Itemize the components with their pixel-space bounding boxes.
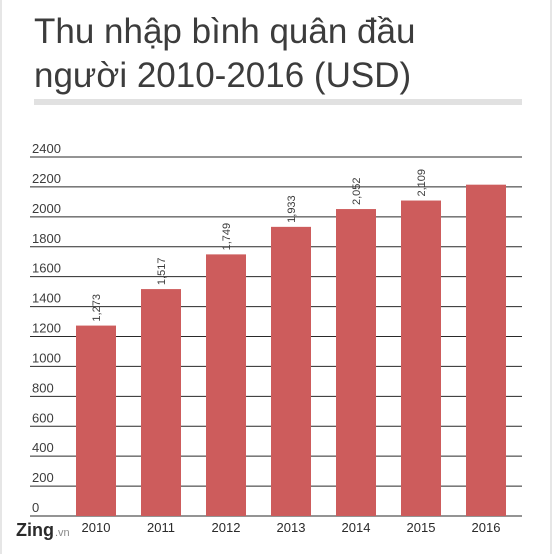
y-tick-label: 400 bbox=[32, 440, 54, 455]
bar bbox=[336, 209, 376, 516]
bar-value-label: 1,749 bbox=[221, 223, 233, 251]
x-tick-label: 2011 bbox=[147, 520, 175, 535]
y-tick-label: 600 bbox=[32, 410, 54, 425]
y-tick-label: 1400 bbox=[32, 291, 61, 306]
chart-title: Thu nhập bình quân đầu người 2010-2016 (… bbox=[34, 10, 524, 98]
bar bbox=[271, 226, 311, 517]
x-tick-label: 2013 bbox=[277, 520, 306, 535]
x-tick-label: 2015 bbox=[407, 520, 436, 535]
y-tick-label: 2200 bbox=[32, 171, 61, 186]
chart-title-line1: Thu nhập bình quân đầu bbox=[34, 12, 416, 51]
x-tick-label: 2012 bbox=[212, 520, 241, 535]
frame-right-border bbox=[550, 0, 552, 554]
zing-logo: Zing .vn bbox=[16, 520, 70, 541]
bar-value-label: 1,273 bbox=[91, 294, 103, 322]
bar-value-label: 1,933 bbox=[286, 195, 298, 223]
bar bbox=[141, 289, 181, 516]
x-tick-label: 2016 bbox=[472, 520, 501, 535]
chart-title-line2: người 2010-2016 (USD) bbox=[34, 56, 412, 95]
bar-value-label: 2,052 bbox=[351, 178, 363, 206]
x-tick-label: 2010 bbox=[82, 520, 111, 535]
y-tick-label: 200 bbox=[32, 470, 54, 485]
bar-value-label: 2,109 bbox=[416, 169, 428, 197]
bar bbox=[206, 254, 246, 516]
bar bbox=[401, 200, 441, 516]
y-tick-label: 2000 bbox=[32, 201, 61, 216]
logo-domain: .vn bbox=[55, 527, 70, 539]
y-tick-label: 800 bbox=[32, 380, 54, 395]
y-tick-label: 1600 bbox=[32, 261, 61, 276]
title-divider bbox=[34, 99, 522, 105]
x-tick-label: 2014 bbox=[342, 520, 371, 535]
y-tick-label: 1800 bbox=[32, 231, 61, 246]
frame-left-border bbox=[0, 0, 2, 554]
logo-brand: Zing bbox=[16, 520, 54, 540]
y-tick-label: 2400 bbox=[32, 141, 61, 156]
bar bbox=[76, 325, 116, 516]
y-tick-label: 1000 bbox=[32, 350, 61, 365]
y-tick-label: 0 bbox=[32, 500, 39, 515]
bar bbox=[466, 184, 506, 516]
y-tick-label: 1200 bbox=[32, 321, 61, 336]
bar-value-label: 1,517 bbox=[156, 258, 168, 286]
